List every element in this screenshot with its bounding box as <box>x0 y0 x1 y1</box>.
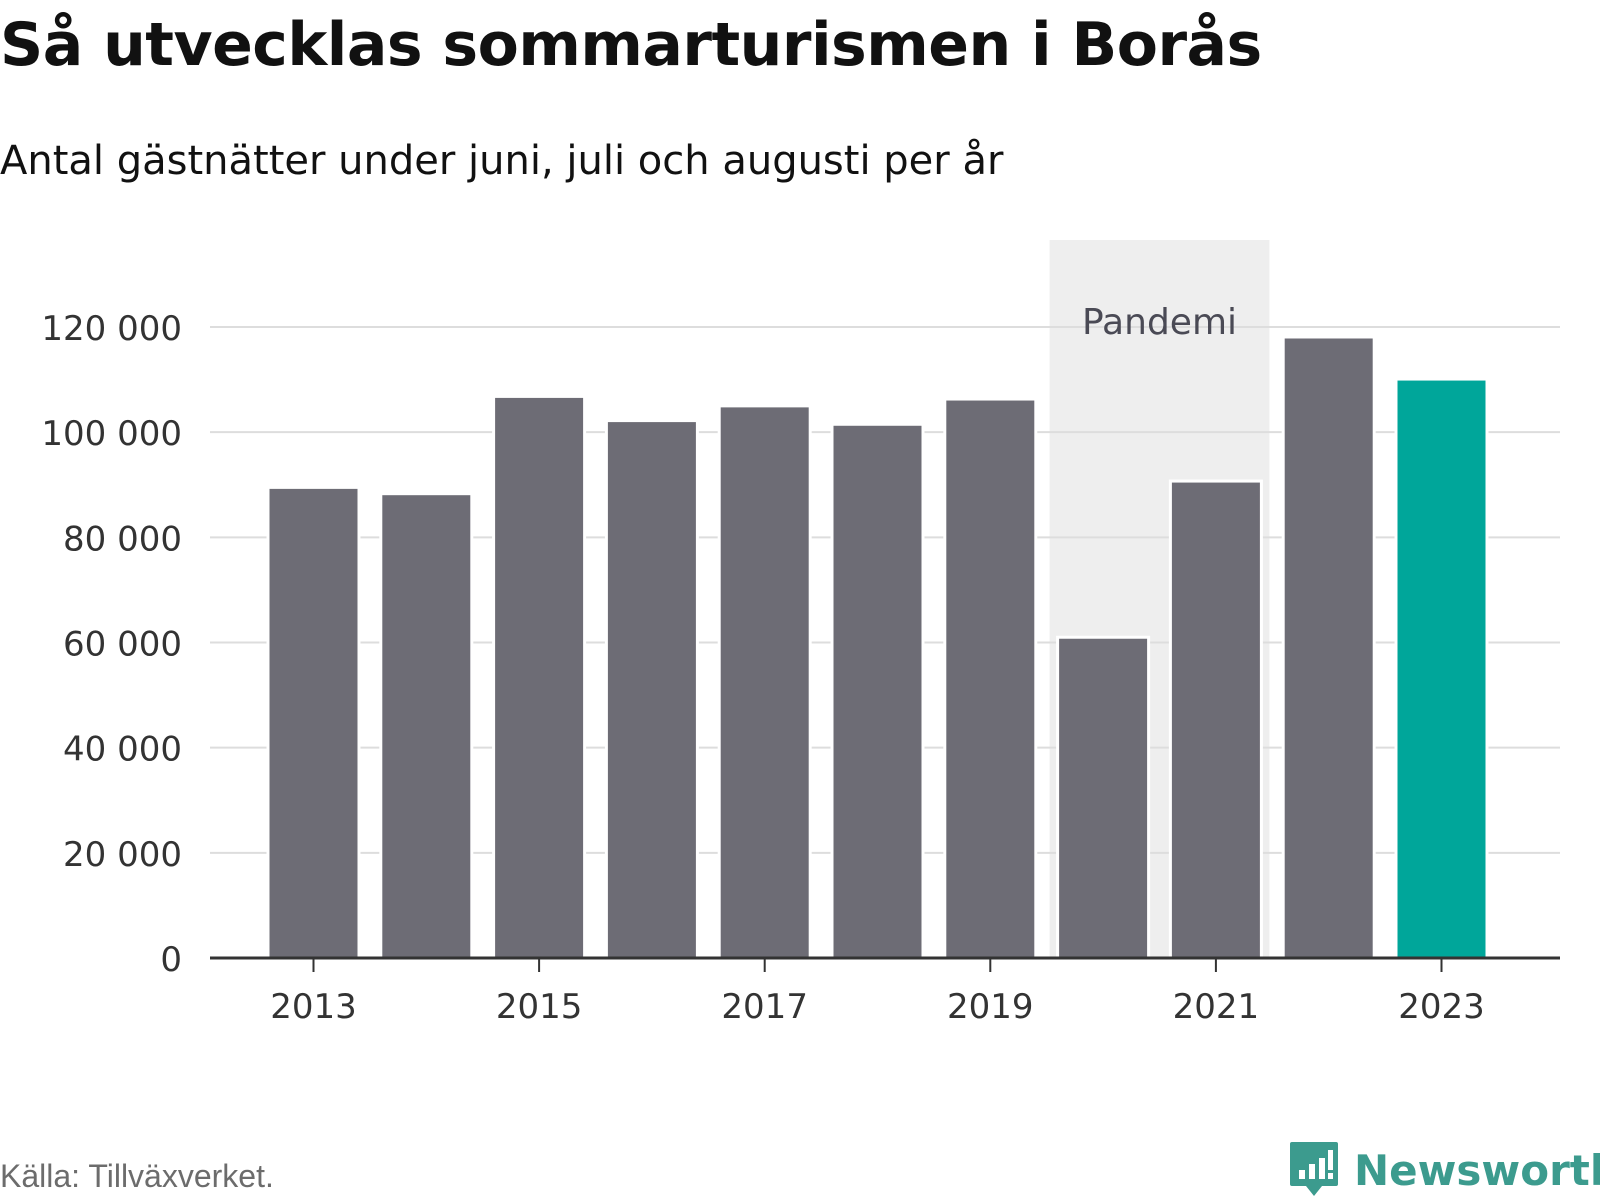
label-layer: Pandemi 0 20 000 40 000 60 000 80 000 100 000 1… <box>41 302 1484 1027</box>
y-tick-label: 60 000 <box>63 625 182 665</box>
bar <box>379 492 474 960</box>
x-tick-label: 2019 <box>947 987 1034 1027</box>
y-tick-label: 0 <box>160 940 182 980</box>
brand-logo: Newsworthy <box>1288 1140 1600 1200</box>
x-tick-label: 2013 <box>270 987 357 1027</box>
bar <box>266 485 361 960</box>
chart-subtitle: Antal gästnätter under juni, juli och au… <box>0 138 1004 184</box>
x-tick-label: 2023 <box>1398 987 1485 1027</box>
newsworthy-logo-icon <box>1290 1142 1338 1196</box>
chart-title: Så utvecklas sommarturismen i Borås <box>0 10 1262 80</box>
bar <box>1281 335 1376 960</box>
bar-chart: Pandemi 0 20 000 40 000 60 000 80 000 100 000 1… <box>41 240 1560 1027</box>
bar <box>943 397 1038 960</box>
bar <box>830 422 925 960</box>
y-tick-label: 20 000 <box>63 835 182 875</box>
brand-name: Newsworthy <box>1354 1145 1600 1195</box>
x-tick-label: 2017 <box>721 987 808 1027</box>
y-tick-label: 80 000 <box>63 519 182 559</box>
bar-layer <box>266 335 1489 960</box>
bar-highlight <box>1394 377 1489 960</box>
bar <box>1168 479 1263 960</box>
source-note: Källa: Tillväxverket. <box>0 1158 274 1194</box>
bar <box>1056 635 1151 960</box>
bar <box>492 394 587 960</box>
y-tick-label: 120 000 <box>41 309 182 349</box>
bar <box>604 419 699 960</box>
shaded-region-label: Pandemi <box>1082 302 1237 343</box>
x-tick-label: 2021 <box>1173 987 1260 1027</box>
y-tick-label: 40 000 <box>63 730 182 770</box>
bar <box>717 404 812 960</box>
axis-layer <box>210 956 1560 972</box>
x-tick-label: 2015 <box>496 987 583 1027</box>
y-tick-label: 100 000 <box>41 414 182 454</box>
